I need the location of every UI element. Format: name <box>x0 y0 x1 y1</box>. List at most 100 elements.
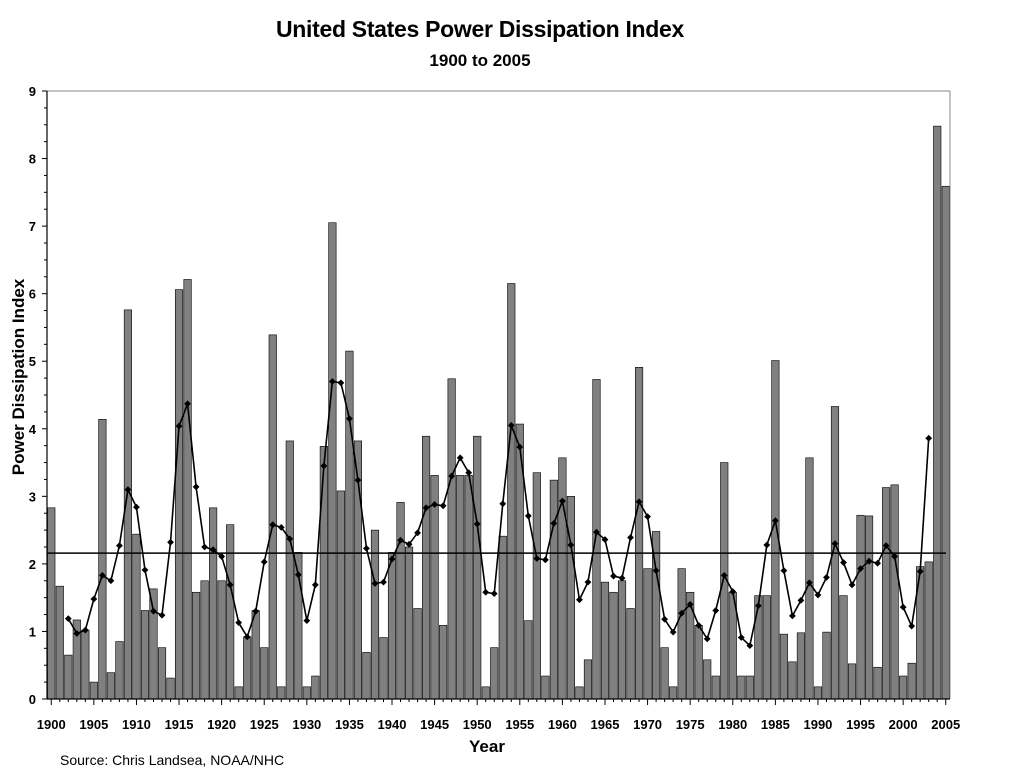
line-point-1950 <box>473 520 481 528</box>
line-point-1988 <box>797 596 805 604</box>
bar-1981 <box>737 675 746 700</box>
line-point-1956 <box>524 512 532 520</box>
bar-1915 <box>174 289 184 700</box>
line-point-2003 <box>925 434 933 442</box>
line-point-1962 <box>576 596 583 604</box>
bar-2003 <box>924 561 933 700</box>
source-note: Source: Chris Landsea, NOAA/NHC <box>60 752 285 768</box>
x-tick-label-1915: 1915 <box>165 717 194 732</box>
bar-1913 <box>157 647 167 700</box>
line-point-1984 <box>763 541 771 549</box>
line-point-1909 <box>124 486 132 493</box>
bar-1983 <box>754 595 763 700</box>
line-point-1986 <box>780 567 788 575</box>
bar-1990 <box>813 686 823 700</box>
bar-1956 <box>524 620 533 700</box>
bar-1912 <box>149 588 158 700</box>
line-point-1980 <box>729 588 737 595</box>
line-point-1926 <box>269 521 277 529</box>
bar-1900 <box>47 507 56 700</box>
bar-1906 <box>98 419 107 700</box>
bar-1993 <box>839 595 848 700</box>
bar-1959 <box>549 479 558 700</box>
line-point-1923 <box>243 633 251 641</box>
line-point-1932 <box>320 462 328 470</box>
bar-1951 <box>481 686 490 700</box>
bar-1970 <box>643 568 652 700</box>
bar-1925 <box>260 647 269 700</box>
line-point-1989 <box>806 579 813 587</box>
bar-1987 <box>788 661 797 700</box>
bar-1954 <box>507 283 516 700</box>
y-tick-label-9: 9 <box>29 84 36 99</box>
line-point-1916 <box>184 400 191 408</box>
y-tick-label-8: 8 <box>29 152 36 167</box>
bar-1911 <box>140 610 150 700</box>
bar-1952 <box>490 647 499 700</box>
line-point-1971 <box>652 567 660 575</box>
x-tick-label-1965: 1965 <box>591 717 620 732</box>
bar-1918 <box>200 580 209 700</box>
bar-1910 <box>132 533 141 700</box>
bar-1905 <box>89 681 98 700</box>
line-point-1955 <box>516 443 524 451</box>
x-tick-label-1975: 1975 <box>676 717 705 732</box>
line-point-1937 <box>363 544 370 552</box>
bar-1939 <box>379 637 388 700</box>
line-point-1987 <box>789 612 796 620</box>
line-point-1960 <box>558 497 566 505</box>
y-tick-label-6: 6 <box>29 287 36 302</box>
bar-1961 <box>566 496 575 700</box>
line-point-1995 <box>857 565 864 573</box>
line-point-1991 <box>823 574 830 581</box>
bar-1976 <box>694 625 703 700</box>
line-point-1925 <box>260 558 268 566</box>
bar-1965 <box>600 581 610 700</box>
bar-1994 <box>847 663 857 700</box>
x-tick-label-1940: 1940 <box>378 717 407 732</box>
bar-1914 <box>166 677 175 700</box>
bar-1908 <box>115 641 124 700</box>
line-point-1983 <box>754 602 762 610</box>
bar-1960 <box>558 457 567 700</box>
y-tick-label-0: 0 <box>29 692 36 707</box>
line-point-1929 <box>294 571 302 579</box>
line-point-1902 <box>64 615 72 623</box>
line-point-1964 <box>593 528 600 536</box>
bar-1962 <box>575 686 584 700</box>
chart-subtitle: 1900 to 2005 <box>429 51 531 70</box>
bar-1942 <box>404 546 414 700</box>
line-point-1975 <box>686 601 694 608</box>
x-tick-label-1990: 1990 <box>803 717 832 732</box>
bar-1937 <box>362 652 371 700</box>
bar-1922 <box>234 686 243 700</box>
line-point-1994 <box>848 581 856 589</box>
line-point-1996 <box>865 557 873 565</box>
bar-1963 <box>583 659 593 700</box>
line-point-1918 <box>201 543 208 551</box>
line-point-1928 <box>286 535 294 543</box>
bar-1997 <box>873 666 882 700</box>
line-point-1948 <box>456 454 464 462</box>
line-point-1944 <box>422 504 430 512</box>
x-tick-label-1985: 1985 <box>761 717 790 732</box>
bar-1949 <box>464 475 473 700</box>
line-point-1931 <box>311 581 319 589</box>
x-tick-label-1955: 1955 <box>505 717 534 732</box>
line-point-1915 <box>175 422 183 430</box>
x-tick-label-2005: 2005 <box>931 717 960 732</box>
line-point-1976 <box>695 621 703 629</box>
bar-2001 <box>907 662 916 700</box>
bar-1968 <box>626 608 635 700</box>
line-point-1913 <box>158 611 166 619</box>
line-point-1927 <box>277 524 285 531</box>
line-point-1938 <box>371 580 379 587</box>
bar-1947 <box>447 378 456 700</box>
line-point-1968 <box>627 534 634 541</box>
line-point-1911 <box>141 566 149 574</box>
bar-1931 <box>311 675 320 700</box>
bar-1930 <box>302 686 311 700</box>
line-point-1970 <box>644 513 651 520</box>
line-point-1922 <box>235 619 243 627</box>
y-tick-label-2: 2 <box>29 557 36 572</box>
